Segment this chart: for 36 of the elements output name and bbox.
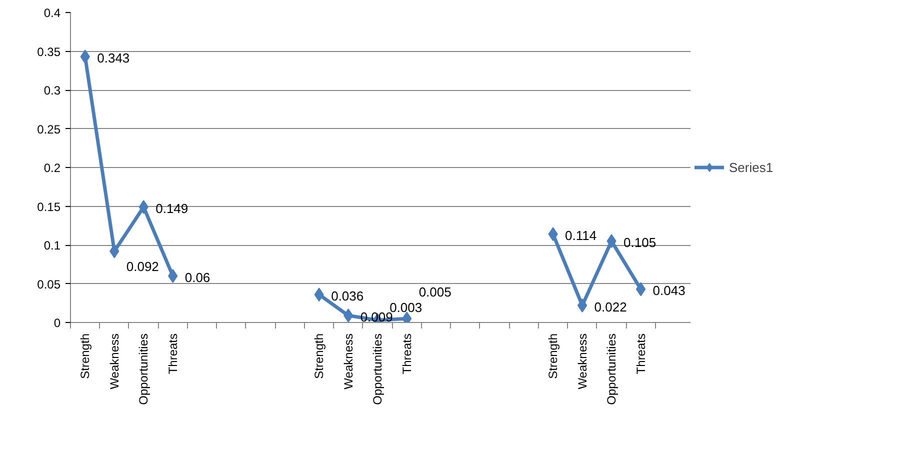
y-tick-label: 0.3 [44,84,61,98]
data-label: 0.022 [594,299,627,314]
data-label: 0.043 [652,283,686,298]
point [343,308,354,322]
legend-label: Series1 [729,160,774,174]
y-tick-label: 0.15 [37,200,61,214]
x-tick-label: Opportunities [136,334,151,405]
x-tick-label: Threats [166,333,180,374]
x-tick-label: Threats [634,333,648,374]
y-tick-label: 0 [54,316,61,330]
x-tick-label: Weakness [107,333,122,390]
data-label: 0.343 [97,50,130,66]
x-tick-label: Weakness [575,333,590,390]
point [577,298,588,312]
x-tick-label: Weakness [341,333,356,390]
x-tick-label: Strength [78,333,92,379]
x-tick-label: Strength [312,333,326,379]
y-tick-label: 0.4 [44,6,61,20]
y-tick-label: 0.35 [37,44,61,59]
data-label: 0.114 [565,228,597,244]
data-label: 0.005 [418,284,452,300]
data-label: 0.06 [184,270,210,285]
data-label: 0.149 [156,201,188,216]
y-tick-label: 0.2 [44,161,61,175]
x-tick-label: Threats [400,333,414,374]
y-tick-label: 0.25 [37,122,61,136]
y-tick-label: 0.05 [37,277,61,292]
y-tick-label: 0.1 [44,238,61,252]
x-tick-label: Opportunities [604,334,619,405]
data-label: 0.036 [331,288,364,304]
point [636,282,646,296]
data-label: 0.092 [126,259,159,274]
x-tick-label: Strength [546,333,560,379]
x-tick-label: Opportunities [370,334,385,405]
point [168,269,178,283]
data-label: 0.105 [624,235,656,250]
